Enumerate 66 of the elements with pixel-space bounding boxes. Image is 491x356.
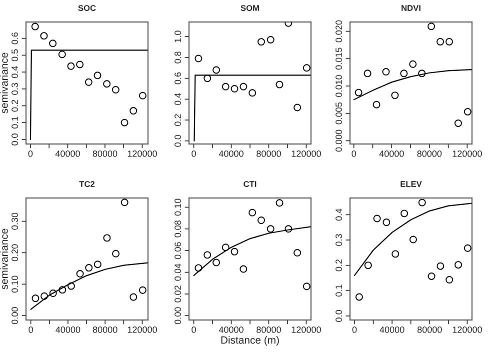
chart-title: ELEV [400, 181, 422, 187]
y-tick-label: 0.2 [174, 114, 181, 126]
chart-title: TC2 [79, 181, 95, 187]
y-tick-label: 0.020 [336, 20, 342, 42]
y-tick-label: 1.0 [174, 30, 181, 42]
x-tick-label: 40000 [380, 326, 404, 333]
x-tick-label: 0 [352, 150, 356, 157]
x-tick-label: 120000 [292, 150, 321, 157]
y-tick-label: 0.1 [12, 116, 18, 129]
x-tick-label: 80000 [92, 150, 118, 157]
chart-title: CTI [244, 181, 256, 187]
x-tick-label: 80000 [417, 150, 442, 157]
y-tick-label: 0.010 [336, 75, 342, 97]
y-tick-label: 0.6 [12, 32, 18, 44]
y-tick-label: 0.02 [174, 286, 181, 302]
y-axis-title: semivariance [0, 228, 8, 290]
x-tick-label: 80000 [92, 326, 118, 333]
y-tick-label: 0.00 [12, 307, 18, 324]
y-tick-label: 0.4 [336, 208, 342, 221]
y-tick-label: 0.4 [12, 66, 18, 78]
y-tick-label: 0.20 [12, 244, 18, 262]
y-tick-label: 0.2 [12, 100, 18, 112]
y-tick-label: 0.015 [336, 48, 342, 70]
x-tick-label: 40000 [56, 326, 80, 333]
y-tick-label: 0.4 [174, 93, 181, 106]
y-tick-label: 0.08 [174, 220, 181, 238]
y-tick-label: 0.10 [174, 198, 181, 216]
chart-title: NDVI [402, 5, 420, 11]
y-tick-label: 0.30 [12, 212, 18, 230]
y-tick-label: 0.2 [336, 260, 342, 272]
x-tick-label: 0 [28, 150, 33, 157]
x-tick-label: 0 [192, 150, 196, 157]
x-tick-label: 120000 [452, 150, 482, 157]
x-tick-label: 40000 [379, 150, 404, 157]
y-tick-label: 0.1 [336, 284, 342, 297]
x-tick-label: 80000 [256, 150, 281, 157]
y-tick-label: 0.000 [336, 130, 342, 152]
y-tick-label: 0.04 [174, 264, 181, 281]
y-tick-label: 0.005 [336, 102, 342, 124]
x-tick-label: 80000 [256, 326, 281, 333]
x-tick-label: 120000 [128, 150, 157, 157]
x-tick-label: 0 [352, 326, 357, 333]
x-tick-label: 40000 [218, 326, 244, 333]
y-tick-label: 0.10 [12, 276, 18, 293]
y-tick-label: 0.5 [12, 49, 18, 62]
y-tick-label: 0.0 [336, 310, 342, 322]
x-tick-label: 0 [192, 326, 196, 333]
x-tick-label: 80000 [417, 326, 442, 333]
y-tick-label: 0.6 [174, 72, 181, 84]
y-tick-label: 0.8 [174, 52, 181, 64]
x-tick-label: 120000 [292, 326, 321, 333]
x-tick-label: 0 [28, 326, 33, 333]
x-tick-label: 40000 [218, 150, 244, 157]
x-tick-label: 120000 [452, 326, 482, 333]
y-tick-label: 0.00 [174, 307, 181, 324]
x-axis-title: Distance (m) [221, 336, 279, 346]
chart-title: SOM [240, 5, 259, 11]
y-tick-label: 0.0 [174, 134, 181, 147]
y-axis-title: semivariance [0, 52, 8, 114]
y-tick-label: 0.06 [174, 242, 181, 260]
y-tick-label: 0.3 [336, 234, 342, 246]
y-tick-label: 0.0 [12, 134, 18, 146]
y-tick-label: 0.3 [12, 83, 18, 95]
chart-title: SOC [78, 5, 96, 11]
x-tick-label: 40000 [55, 150, 80, 157]
x-tick-label: 120000 [128, 326, 157, 333]
